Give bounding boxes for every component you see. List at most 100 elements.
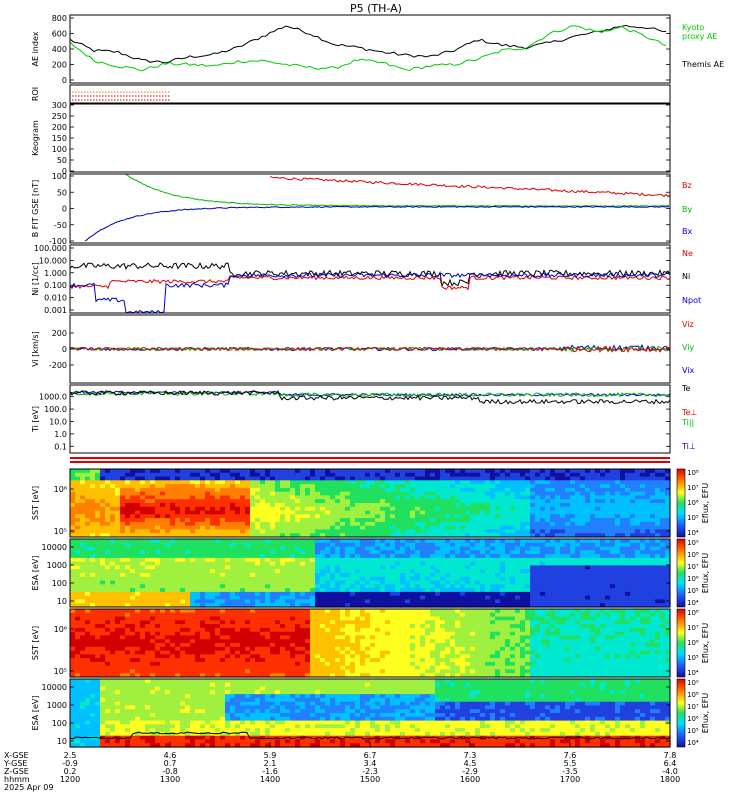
esa1-cell: [420, 569, 426, 574]
sst1-cell: [620, 518, 626, 523]
esa1-cell: [135, 603, 141, 608]
esa1-cell: [520, 595, 526, 601]
sst1-cell: [600, 495, 606, 500]
esa1-cell: [210, 539, 216, 544]
sst1-cell: [215, 503, 221, 508]
sst2-cell: [105, 609, 111, 614]
sst1-cell: [370, 518, 376, 523]
sst2-cell: [165, 612, 171, 618]
sst2-cell: [250, 658, 256, 663]
sst1-cell: [585, 499, 591, 504]
esa1-cell: [140, 603, 146, 608]
sst1-cell: [535, 472, 541, 478]
esa1-cell: [590, 573, 596, 578]
esa1-cell: [160, 565, 166, 570]
sst1-cell: [565, 529, 571, 534]
esa1-cell: [600, 550, 606, 555]
esa1-cell: [620, 603, 626, 608]
sst1-cell: [440, 491, 446, 497]
esa1-cell: [325, 542, 331, 548]
sst1-cell: [270, 506, 276, 512]
sst1-cell: [385, 521, 391, 527]
esa1-cell: [75, 565, 81, 570]
sst1-cell: [360, 518, 366, 523]
sst1-cell: [85, 480, 91, 485]
esa1-cell: [660, 573, 666, 578]
sst2-cell: [240, 620, 246, 625]
sst1-cell: [85, 484, 91, 489]
sst1-cell: [260, 491, 266, 497]
esa1-cell: [595, 576, 601, 582]
esa1-cell: [140, 550, 146, 555]
sst1-cell: [435, 510, 441, 515]
esa1-cell: [190, 542, 196, 548]
esa1-cell: [205, 561, 211, 567]
esa1-cell: [630, 557, 636, 563]
esa1-cell: [590, 584, 596, 589]
sst1-cell: [160, 480, 166, 485]
esa1-cell: [430, 599, 436, 604]
sst1-cell: [605, 499, 611, 504]
sst1-cell: [285, 525, 291, 531]
sst1-cell: [95, 469, 101, 474]
esa1-cell: [95, 576, 101, 582]
esa1-cell: [465, 603, 471, 608]
esa1-cell: [595, 542, 601, 548]
sst1-cell: [305, 533, 311, 538]
sst1-cell: [75, 525, 81, 531]
sst1-cell: [225, 495, 231, 500]
sst1-cell: [270, 469, 276, 474]
sst2-cell: [170, 646, 176, 652]
esa1-cell: [335, 569, 341, 574]
esa1-cell: [660, 561, 666, 567]
sst1-cell: [110, 487, 116, 493]
sst2-cell: [100, 616, 106, 621]
esa1-cell: [125, 576, 131, 582]
sst1-cell: [190, 518, 196, 523]
esa1-cell: [600, 554, 606, 559]
sst2-cell: [80, 616, 86, 621]
esa1-cell: [470, 599, 476, 604]
sst2-cell: [155, 635, 161, 640]
sst1-cell: [375, 529, 381, 534]
sst1-cell: [405, 529, 411, 534]
sst1-cell: [115, 484, 121, 489]
sst1-cell: [330, 533, 336, 538]
sst2-cell: [85, 609, 91, 614]
sst1-cell: [370, 487, 376, 493]
esa1-cell: [290, 584, 296, 589]
esa1-cell: [160, 580, 166, 585]
sst2-cell: [195, 654, 201, 659]
sst1-cell: [490, 469, 496, 474]
sst1-cell: [650, 484, 656, 489]
sst2-cell: [195, 639, 201, 644]
esa1-cell: [460, 554, 466, 559]
esa1-cell: [215, 573, 221, 578]
sst1-cell: [300, 491, 306, 497]
sst2-cell: [210, 673, 216, 678]
sst1-cell: [605, 521, 611, 527]
sst1-cell: [170, 518, 176, 523]
sst2-cell: [235, 665, 241, 671]
sst1-cell: [475, 510, 481, 515]
sst1-cell: [260, 487, 266, 493]
sst1-cell: [530, 525, 536, 531]
sst1-cell: [240, 484, 246, 489]
sst2-cell: [95, 627, 101, 633]
sst1-cell: [225, 525, 231, 531]
sst1-cell: [515, 472, 521, 478]
sst1-cell: [460, 472, 466, 478]
esa1-cell: [175, 576, 181, 582]
esa1-cell: [180, 588, 186, 593]
sst1-cell: [630, 495, 636, 500]
sst1-cell: [545, 533, 551, 538]
esa1-cell: [235, 557, 241, 563]
sst1-cell: [345, 514, 351, 519]
sst1-cell: [585, 503, 591, 508]
esa1-cell: [490, 539, 496, 544]
sst1-cell: [415, 472, 421, 478]
sst1-cell: [595, 476, 601, 481]
esa1-cell: [285, 584, 291, 589]
esa1-cell: [430, 546, 436, 551]
sst2-cell: [175, 616, 181, 621]
